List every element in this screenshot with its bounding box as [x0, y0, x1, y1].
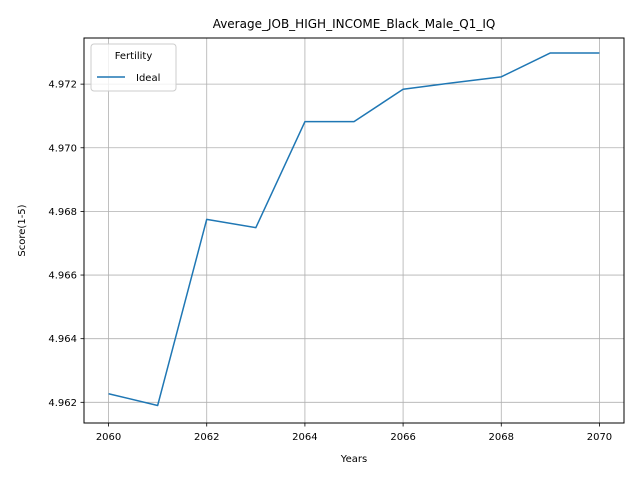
x-tick-label: 2060: [96, 432, 121, 443]
grid-lines: [84, 38, 624, 423]
x-tick-label: 2064: [292, 432, 317, 443]
series-line-ideal: [108, 52, 600, 407]
x-tick-label: 2062: [194, 432, 219, 443]
plot-frame: [83, 37, 625, 424]
series-layer: [108, 52, 600, 407]
y-tick-label: 4.970: [48, 143, 77, 154]
x-tick-label: 2068: [489, 432, 514, 443]
x-axis-label: Years: [340, 454, 367, 465]
y-tick-label: 4.972: [48, 80, 77, 91]
x-tick-label: 2070: [587, 432, 612, 443]
y-tick-label: 4.964: [48, 334, 77, 345]
y-tick-label: 4.962: [48, 398, 77, 409]
y-tick-label: 4.968: [48, 207, 77, 218]
legend: Fertility Ideal: [90, 43, 177, 92]
legend-box: [90, 43, 177, 92]
legend-title: Fertility: [115, 51, 153, 62]
x-tick-label: 2066: [390, 432, 415, 443]
y-axis-label: Score(1-5): [17, 204, 28, 256]
y-tick-label: 4.966: [48, 271, 77, 282]
legend-label-ideal: Ideal: [136, 73, 160, 84]
axis-ticks: 2060 2062 2064 2066 2068 2070 4.962 4.964 4.966 4…: [48, 80, 612, 443]
chart-title: Average_JOB_HIGH_INCOME_Black_Male_Q1_IQ: [213, 17, 496, 31]
